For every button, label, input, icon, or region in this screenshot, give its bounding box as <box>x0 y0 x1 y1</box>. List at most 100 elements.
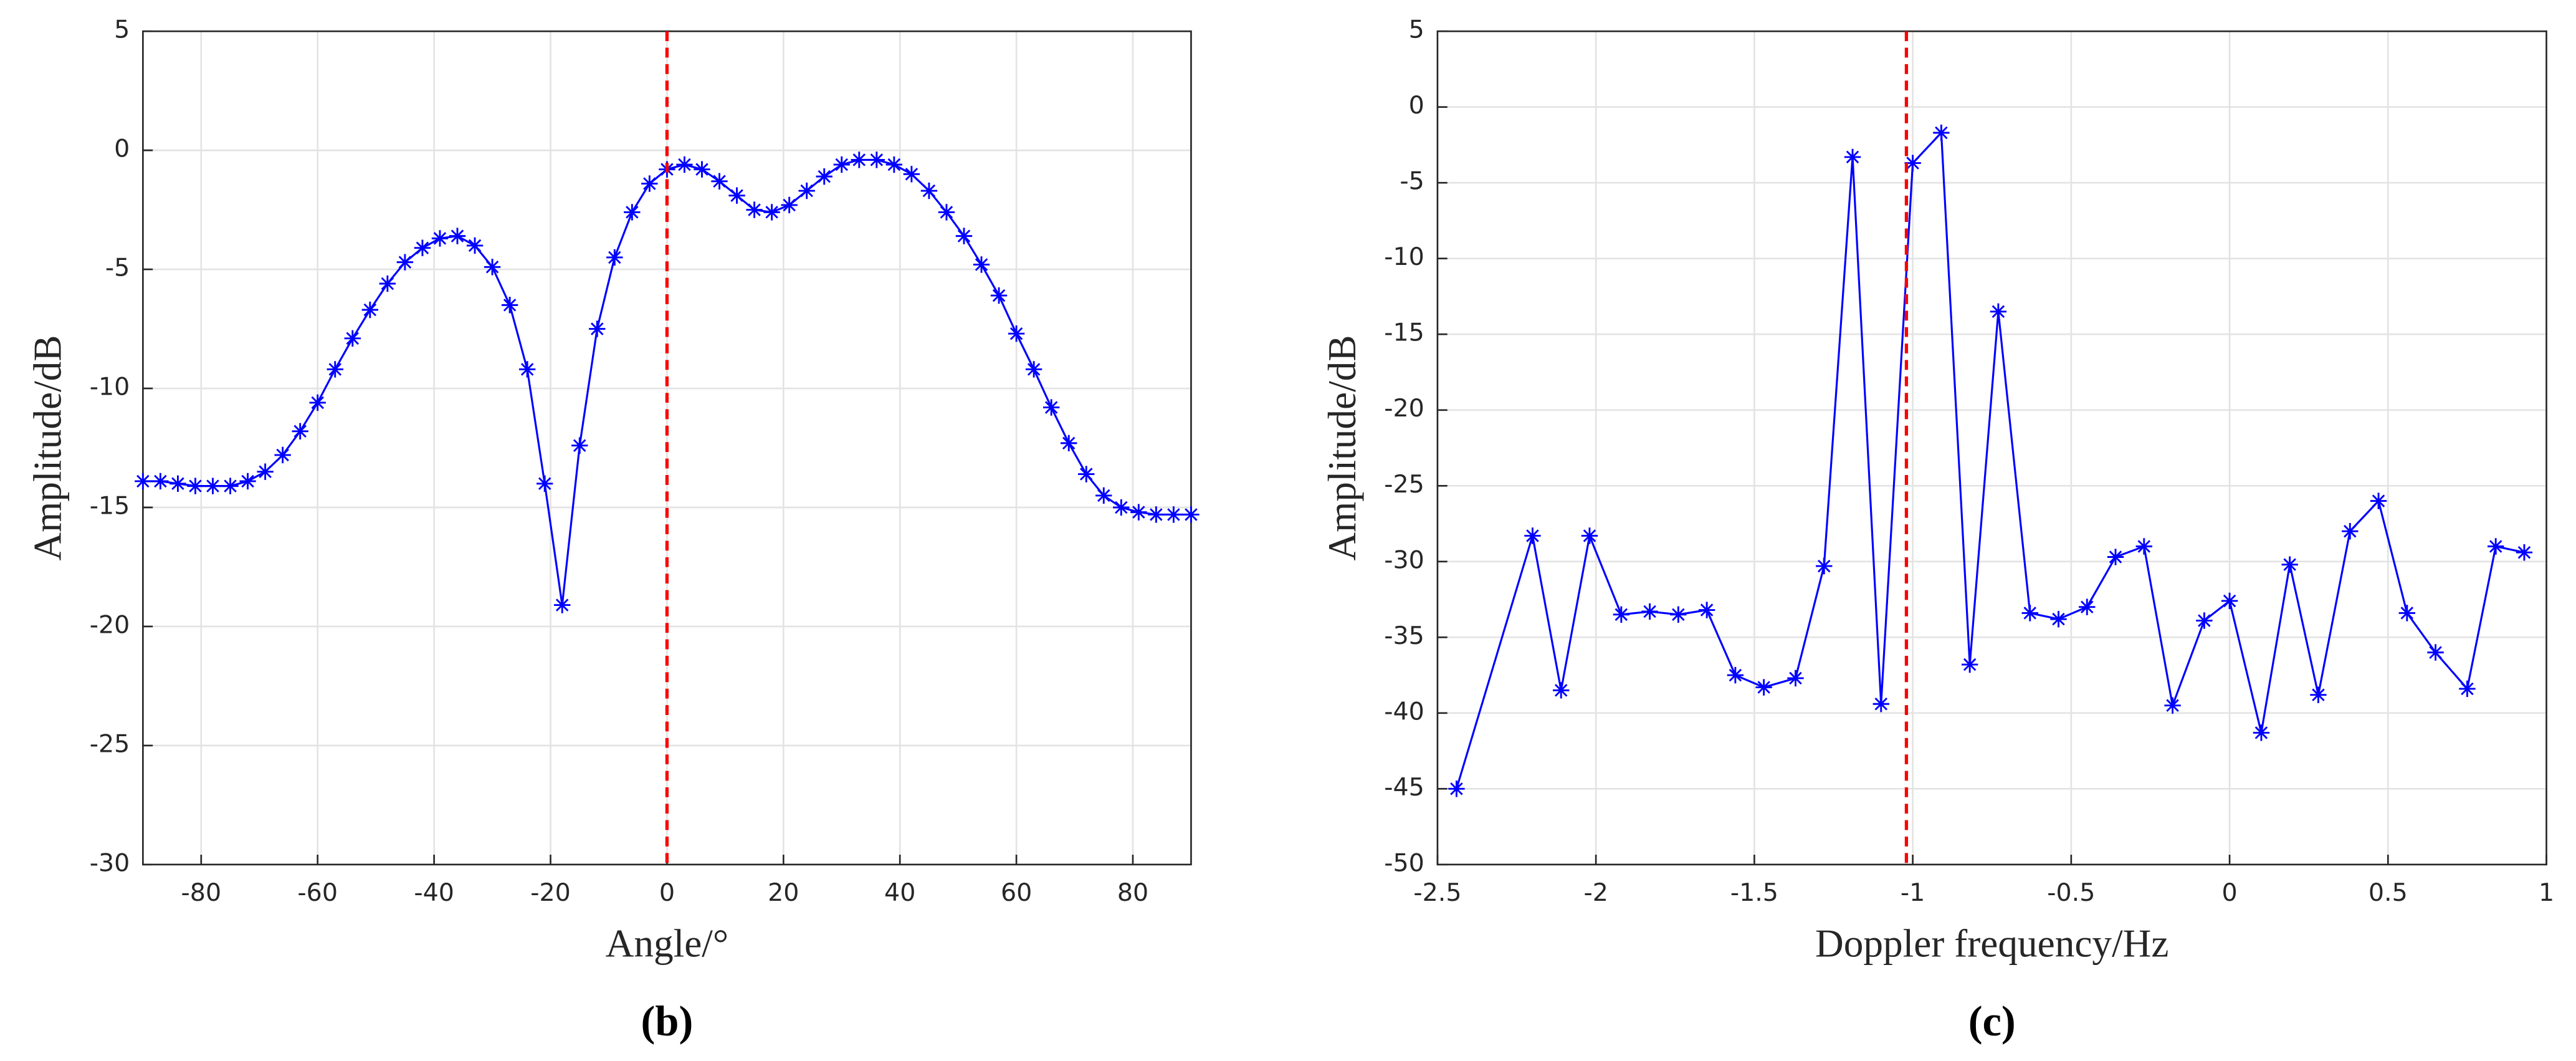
x-tick-label: -1.5 <box>1730 878 1778 907</box>
x-tick-label: -1 <box>1901 878 1925 907</box>
data-marker <box>257 463 274 480</box>
data-marker <box>414 239 431 256</box>
y-tick-label: -20 <box>90 610 130 639</box>
x-tick-label: 40 <box>884 878 915 907</box>
data-marker <box>239 473 256 490</box>
x-axis-label: Doppler frequency/Hz <box>1815 922 2168 966</box>
data-marker <box>536 475 553 492</box>
y-tick-label: -30 <box>1384 545 1424 574</box>
chart: -80 -60 -40 -20 0 20 40 60 80 -30 -25 -20 -15 -10 -5 0 5… <box>26 16 1200 1045</box>
data-marker <box>1698 602 1715 618</box>
data-marker <box>2459 680 2476 698</box>
x-tick-label: -2.5 <box>1413 878 1461 907</box>
data-marker <box>1755 679 1772 696</box>
data-marker <box>1165 506 1182 523</box>
data-marker <box>694 161 710 178</box>
data-marker <box>396 254 414 271</box>
data-marker <box>676 156 693 173</box>
data-marker <box>274 446 291 464</box>
data-marker <box>903 166 920 183</box>
data-marker <box>589 320 606 337</box>
data-marker <box>885 156 903 173</box>
data-marker <box>781 196 798 214</box>
data-marker <box>292 423 308 439</box>
y-tick-label: -35 <box>1384 622 1424 650</box>
data-marker <box>1816 557 1833 575</box>
data-marker <box>973 256 990 273</box>
data-marker <box>222 478 239 494</box>
data-marker <box>327 361 343 378</box>
data-marker <box>920 182 938 199</box>
x-tick-label: 0.5 <box>2368 878 2408 907</box>
data-marker <box>2079 598 2096 615</box>
data-marker <box>1025 361 1042 378</box>
y-axis-label: Amplitude/dB <box>26 335 70 561</box>
data-marker <box>1581 527 1598 544</box>
y-tick-label: -5 <box>1400 167 1424 196</box>
data-marker <box>1904 155 1921 171</box>
data-marker <box>2196 612 2213 629</box>
data-marker <box>571 437 588 454</box>
y-tick-label: -10 <box>1384 242 1424 271</box>
data-marker <box>518 361 536 378</box>
data-marker <box>1727 666 1744 684</box>
data-marker <box>2135 538 2152 555</box>
data-marker <box>2310 686 2327 703</box>
data-marker <box>1670 606 1687 623</box>
data-marker <box>938 204 955 221</box>
data-marker <box>1095 487 1112 504</box>
data-marker <box>309 394 326 411</box>
data-marker <box>1148 506 1165 523</box>
y-tick-label: -5 <box>105 254 130 282</box>
chart: -2.5 -2 -1.5 -1 -0.5 0 0.5 1-50-45-40-35-30-25-… <box>1320 16 2554 1045</box>
x-tick-label: -60 <box>297 878 338 907</box>
data-marker <box>1130 504 1147 521</box>
data-marker <box>1641 603 1658 620</box>
data-marker <box>2107 549 2124 565</box>
data-marker <box>1078 466 1095 482</box>
data-marker <box>361 301 379 319</box>
data-marker <box>501 297 518 314</box>
data-marker <box>1844 148 1861 166</box>
data-marker <box>1113 499 1130 516</box>
y-tick-label: 5 <box>114 16 130 44</box>
data-marker <box>955 228 973 244</box>
data-marker <box>2487 538 2504 555</box>
data-marker <box>1183 506 1200 523</box>
data-marker <box>344 330 361 347</box>
y-tick-label: -40 <box>1384 697 1424 726</box>
data-marker <box>990 287 1008 304</box>
y-tick-label: -10 <box>90 373 130 401</box>
data-marker <box>1961 656 1978 673</box>
data-marker <box>2370 492 2387 509</box>
data-marker <box>1008 325 1025 342</box>
y-tick-label: -25 <box>1384 470 1424 499</box>
data-marker <box>2164 697 2181 714</box>
plot-frame <box>1436 30 2547 866</box>
data-marker <box>746 201 763 218</box>
data-marker <box>1042 399 1060 416</box>
data-marker <box>624 204 641 221</box>
x-tick-label: 80 <box>1117 878 1148 907</box>
y-tick-label: -45 <box>1384 773 1424 802</box>
data-marker <box>449 228 466 244</box>
data-marker <box>1448 780 1465 797</box>
data-marker <box>1872 696 1889 713</box>
y-tick-label: -25 <box>90 729 130 758</box>
data-marker <box>833 156 850 173</box>
x-tick-label: 20 <box>768 878 799 907</box>
y-tick-label: -50 <box>1384 848 1424 877</box>
data-marker <box>379 275 396 292</box>
data-marker <box>851 151 867 168</box>
data-marker <box>1933 124 1950 142</box>
data-marker <box>169 475 186 492</box>
data-marker <box>152 473 169 490</box>
data-marker <box>816 168 832 185</box>
data-marker <box>606 249 623 266</box>
y-tick-label: -30 <box>90 848 130 877</box>
data-marker <box>2516 544 2533 561</box>
x-tick-label: 1 <box>2539 878 2554 907</box>
data-marker <box>1787 670 1804 687</box>
x-tick-label: -0.5 <box>2047 878 2095 907</box>
